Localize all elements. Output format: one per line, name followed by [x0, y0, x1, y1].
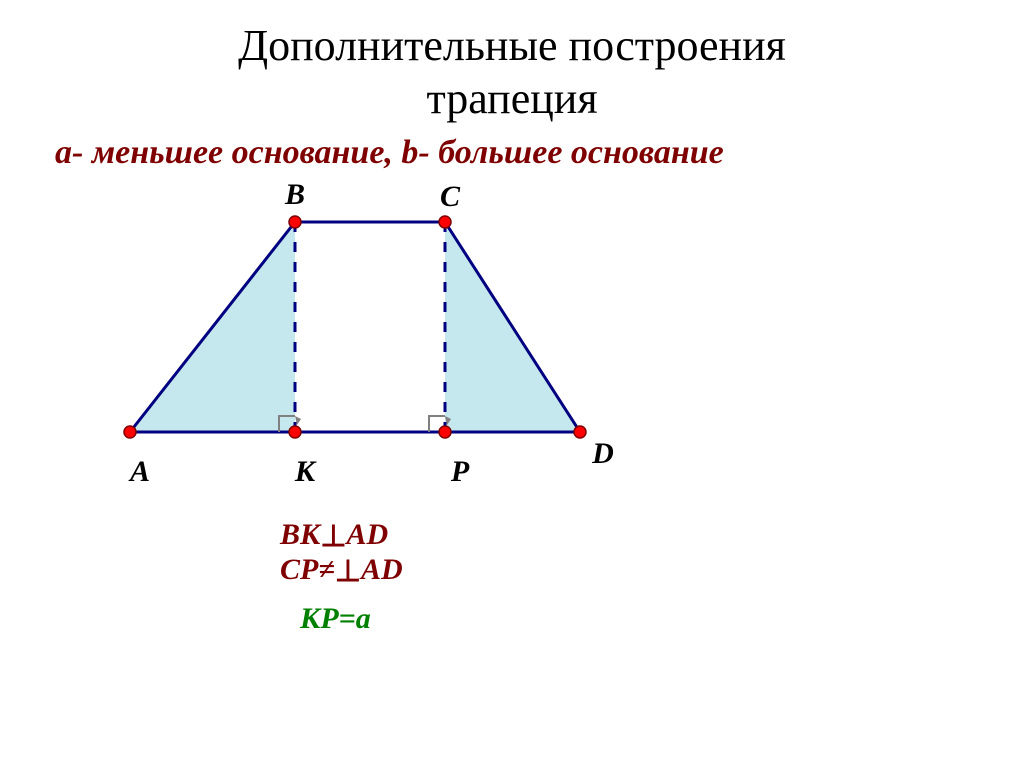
slide-subtitle: а- меньшее основание, b- большее основан…: [55, 134, 1024, 172]
diagram-stage: А В С D К Р ВК⊥АDСР≠⊥АD КР=а: [0, 172, 1024, 672]
statement-3: КР=а: [300, 602, 371, 636]
geometry-svg: [0, 172, 1024, 672]
point-K: [289, 426, 301, 438]
point-D: [574, 426, 586, 438]
point-B: [289, 216, 301, 228]
point-label-A: А: [130, 455, 150, 489]
statement-1: ВК⊥АD: [280, 517, 388, 552]
point-label-B: В: [285, 178, 305, 212]
title-line-2: трапеция: [426, 74, 597, 123]
point-label-K: К: [295, 455, 315, 489]
slide-title: Дополнительные построения трапеция: [0, 20, 1024, 126]
title-line-1: Дополнительные построения: [238, 21, 786, 70]
statement-2: СР≠⊥АD: [280, 552, 403, 587]
point-label-C: С: [440, 180, 460, 214]
point-label-D: D: [592, 437, 614, 471]
point-C: [439, 216, 451, 228]
point-label-P: Р: [451, 455, 469, 489]
point-P: [439, 426, 451, 438]
point-A: [124, 426, 136, 438]
